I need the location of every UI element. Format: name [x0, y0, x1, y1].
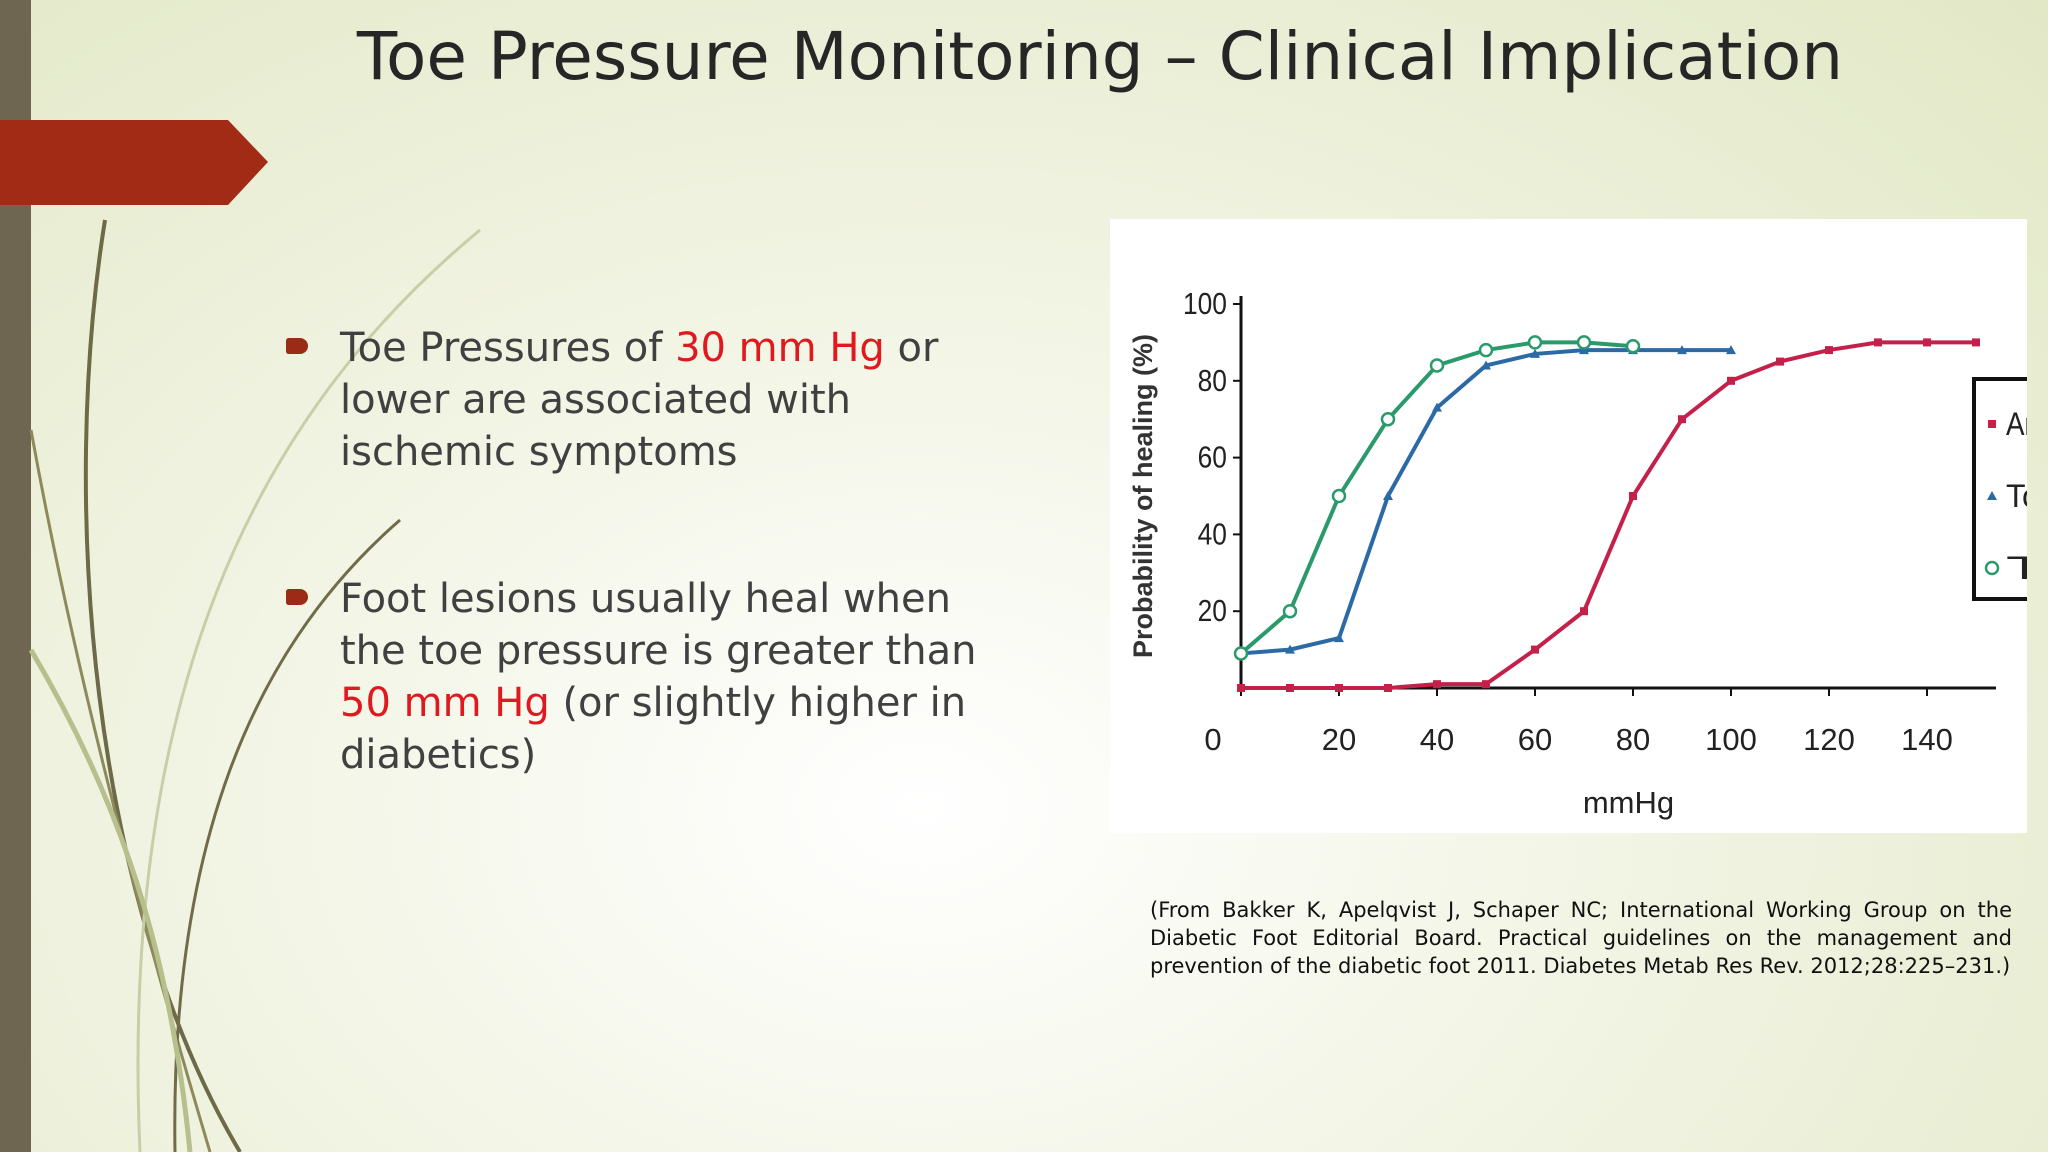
y-tick-label: 40 [1198, 517, 1227, 551]
marker [1380, 411, 1396, 427]
bullet-text: or lower are associated with ischemic sy… [340, 325, 939, 475]
marker [1383, 491, 1393, 500]
marker [1984, 560, 2000, 576]
x-tick-label: 100 [1705, 722, 1757, 757]
y-tick-label: 20 [1198, 594, 1227, 628]
swoosh [173, 518, 401, 1152]
citation: (From Bakker K, Apelqvist J, Schaper NC;… [1150, 898, 2012, 978]
marker [1988, 420, 1996, 428]
marker [1727, 376, 1735, 385]
marker [1478, 342, 1494, 358]
marker [1987, 491, 1997, 500]
marker [1334, 633, 1344, 643]
x-tick-label: 120 [1803, 722, 1855, 757]
y-axis-label: Probability of healing (%) [1128, 334, 1158, 658]
marker [1531, 645, 1539, 654]
slide-title: Toe Pressure Monitoring – Clinical Impli… [356, 18, 1844, 95]
marker [1874, 338, 1882, 347]
series-line [1241, 340, 1976, 690]
marker [1580, 607, 1588, 616]
marker [1432, 402, 1442, 412]
marker [1335, 684, 1343, 692]
x-tick-label: 60 [1518, 722, 1552, 757]
legend-box [1972, 377, 2027, 601]
marker [1530, 348, 1540, 358]
x-tick-label: 0 [1204, 722, 1221, 757]
marker [1282, 603, 1298, 619]
bullet-text: Foot lesions usually heal when the toe p… [340, 576, 977, 674]
marker [1433, 680, 1441, 689]
swoosh [28, 648, 193, 1152]
legend-label: Ankle pressure [2006, 406, 2027, 442]
marker [1286, 684, 1294, 692]
arrow-tab [0, 120, 268, 205]
marker [1384, 684, 1392, 692]
x-tick-label: 140 [1901, 722, 1953, 757]
y-tick-label: 100 [1183, 287, 1227, 321]
chart: 20 40 60 80 100 0 20 40 60 80 100 120 140 mmHg Probabi… [1110, 219, 2027, 833]
marker [1481, 360, 1491, 370]
bullet: Foot lesions usually heal when the toe p… [282, 573, 1022, 781]
bullet-text: Toe Pressures of [340, 325, 676, 371]
marker [1237, 684, 1245, 692]
marker [1429, 358, 1445, 373]
marker [1629, 492, 1637, 500]
marker [1972, 338, 1980, 347]
legend-label: TcPO2 [2006, 550, 2027, 586]
marker [1678, 415, 1686, 424]
marker [1825, 346, 1833, 355]
marker [1923, 338, 1931, 347]
marker [1331, 488, 1347, 504]
series-line [1240, 348, 1731, 656]
marker [1233, 646, 1249, 661]
marker [1527, 335, 1543, 350]
y-tick-label: 60 [1198, 441, 1227, 475]
x-tick-label: 20 [1322, 722, 1356, 757]
legend-label: Toe pressure [2006, 478, 2027, 514]
marker [1576, 335, 1592, 350]
x-tick-label: 80 [1616, 722, 1650, 757]
marker [1482, 680, 1490, 689]
x-axis-label: mmHg [1583, 785, 1674, 820]
marker [1285, 644, 1295, 654]
highlight-text: 30 mm Hg [675, 325, 885, 371]
bullet-text: (or slightly higher in diabetics) [340, 680, 967, 778]
marker [1625, 338, 1641, 354]
highlight-text: 50 mm Hg [340, 680, 550, 726]
y-tick-label: 80 [1198, 364, 1227, 398]
swoosh [83, 219, 242, 1152]
bullet: Toe Pressures of 30 mm Hg or lower are a… [282, 322, 1022, 478]
x-tick-label: 40 [1420, 722, 1454, 757]
swoosh [136, 228, 481, 1152]
marker [1677, 345, 1687, 355]
marker [1776, 357, 1784, 366]
series-line [1239, 340, 1634, 655]
swoosh [29, 429, 212, 1152]
bullet-list: Toe Pressures of 30 mm Hg or lower are a… [282, 322, 1022, 876]
marker [1726, 345, 1736, 355]
